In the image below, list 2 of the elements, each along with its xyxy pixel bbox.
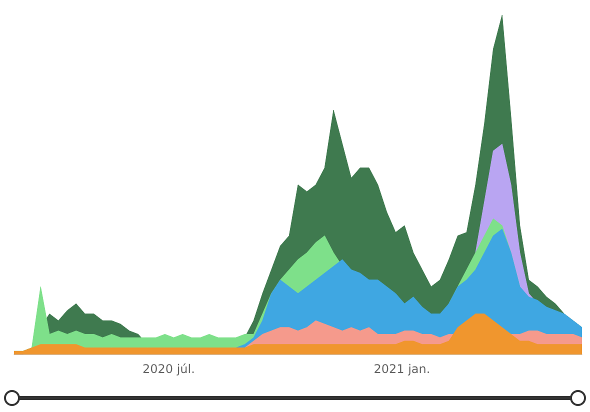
x-tick-label: 2021 jan. — [374, 362, 430, 376]
x-tick-label: 2020 júl. — [142, 362, 195, 376]
